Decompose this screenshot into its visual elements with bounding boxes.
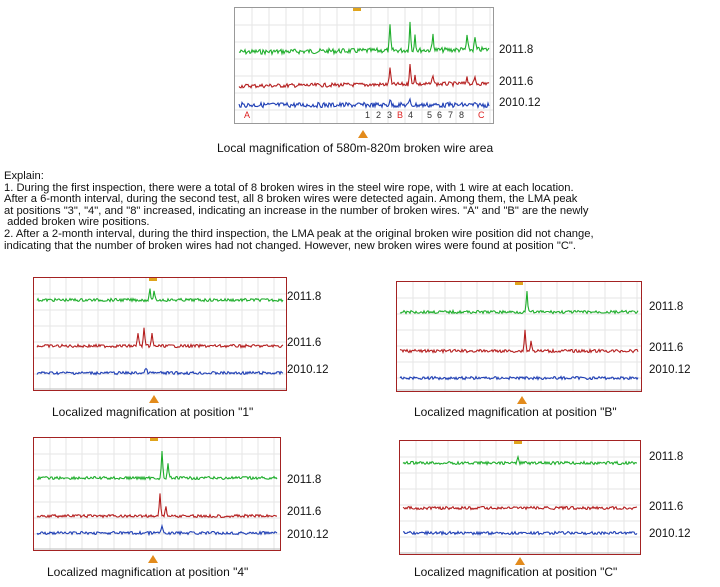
position-label-4: 4 xyxy=(408,110,413,120)
main-marker-triangle xyxy=(358,130,368,138)
explain-line-1: 1. During the first inspection, there we… xyxy=(4,181,574,194)
panel-4-marker xyxy=(148,555,158,563)
panel-position-b xyxy=(396,281,642,392)
explain-line-2: After a 6-month interval, during the sec… xyxy=(4,193,578,206)
series-line-2010-12 xyxy=(36,367,284,376)
panel-1-label-2010-12: 2010.12 xyxy=(287,364,329,376)
series-line-2011-8 xyxy=(399,291,639,315)
panel-4-label-2011-8: 2011.8 xyxy=(287,474,322,486)
panel-1-svg xyxy=(34,278,286,390)
panel-c-label-2011-6: 2011.6 xyxy=(649,501,684,513)
explain-line-6: indicating that the number of broken wir… xyxy=(4,239,576,252)
position-label-B: B xyxy=(397,110,403,120)
series-line-2011-6 xyxy=(399,329,639,355)
series-line-2010-12 xyxy=(403,530,638,536)
panel-c-label-2010-12: 2010.12 xyxy=(649,528,691,540)
explain-heading: Explain: xyxy=(4,170,44,182)
main-series-label-2011-8: 2011.8 xyxy=(499,44,534,56)
panel-b-caption: Localized magnification at position "B" xyxy=(414,405,617,419)
cursor-marker xyxy=(150,438,158,441)
series-line-2011-8 xyxy=(36,288,284,303)
panel-c-label-2011-8: 2011.8 xyxy=(649,451,684,463)
panel-position-1 xyxy=(33,277,287,391)
cursor-marker xyxy=(149,278,157,281)
series-line-2011-8 xyxy=(36,450,278,481)
panel-b-svg xyxy=(397,282,641,391)
position-label-C: C xyxy=(478,110,485,120)
cursor-marker xyxy=(353,8,361,11)
panel-b-label-2011-6: 2011.6 xyxy=(649,342,684,354)
panel-position-c xyxy=(399,440,641,555)
series-line-2011-6 xyxy=(402,505,638,511)
series-line-2011-8 xyxy=(402,454,637,467)
position-label-2: 2 xyxy=(376,110,381,120)
position-label-6: 6 xyxy=(437,110,442,120)
explanation-text: Explain: 1. During the first inspection,… xyxy=(4,170,716,252)
series-line-2011-6 xyxy=(36,327,284,350)
series-line-2011-6 xyxy=(36,493,277,519)
position-label-8: 8 xyxy=(459,110,464,120)
panel-b-label-2010-12: 2010.12 xyxy=(649,364,691,376)
series-line-2010-12 xyxy=(399,375,639,381)
panel-4-label-2011-6: 2011.6 xyxy=(287,506,322,518)
cursor-marker xyxy=(514,441,522,444)
position-label-5: 5 xyxy=(427,110,432,120)
series-line-2010-12 xyxy=(36,523,278,537)
panel-4-label-2010-12: 2010.12 xyxy=(287,529,329,541)
cursor-marker xyxy=(515,282,523,285)
panel-1-marker xyxy=(149,395,159,403)
panel-c-marker xyxy=(515,557,525,565)
panel-b-label-2011-8: 2011.8 xyxy=(649,301,684,313)
series-line-2011-6 xyxy=(238,63,490,89)
panel-b-marker xyxy=(517,396,527,404)
panel-1-label-2011-6: 2011.6 xyxy=(287,337,322,349)
main-series-label-2011-6: 2011.6 xyxy=(499,76,534,88)
series-line-2011-8 xyxy=(238,21,490,56)
panel-1-label-2011-8: 2011.8 xyxy=(287,291,322,303)
panel-c-svg xyxy=(400,441,640,554)
panel-4-caption: Localized magnification at position "4" xyxy=(47,565,249,579)
position-label-7: 7 xyxy=(448,110,453,120)
panel-4-svg xyxy=(34,438,280,550)
explain-line-4: added broken wire positions. xyxy=(4,216,150,229)
series-line-2010-12 xyxy=(238,97,490,110)
panel-c-caption: Localized magnification at position "C" xyxy=(414,565,618,579)
main-series-label-2010-12: 2010.12 xyxy=(499,97,541,109)
panel-1-caption: Localized magnification at position "1" xyxy=(52,405,254,419)
panel-position-4 xyxy=(33,437,281,551)
explain-line-3: at positions "3", "4", and "8" increased… xyxy=(4,204,589,217)
position-label-3: 3 xyxy=(387,110,392,120)
position-label-A: A xyxy=(244,110,250,120)
position-label-1: 1 xyxy=(365,110,370,120)
main-chart-caption: Local magnification of 580m-820m broken … xyxy=(217,141,494,155)
explain-line-5: 2. After a 2-month interval, during the … xyxy=(4,227,594,240)
